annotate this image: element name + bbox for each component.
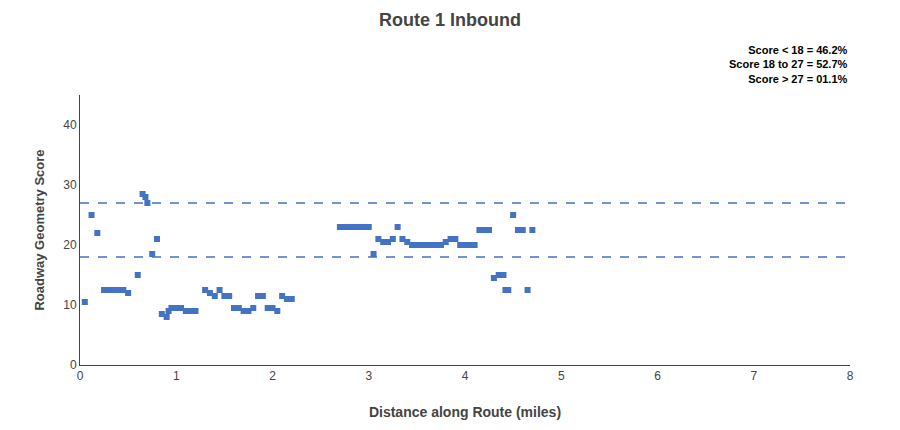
svg-text:Roadway Geometry Score: Roadway Geometry Score bbox=[32, 149, 47, 310]
svg-text:3: 3 bbox=[365, 369, 372, 383]
svg-text:7: 7 bbox=[750, 369, 757, 383]
svg-text:20: 20 bbox=[63, 238, 77, 252]
svg-text:6: 6 bbox=[654, 369, 661, 383]
svg-text:5: 5 bbox=[558, 369, 565, 383]
svg-text:0: 0 bbox=[77, 369, 84, 383]
svg-text:Distance along Route (miles): Distance along Route (miles) bbox=[369, 404, 561, 420]
svg-text:4: 4 bbox=[462, 369, 469, 383]
svg-text:10: 10 bbox=[63, 298, 77, 312]
svg-text:40: 40 bbox=[63, 118, 77, 132]
svg-text:2: 2 bbox=[269, 369, 276, 383]
svg-text:0: 0 bbox=[70, 358, 77, 372]
svg-text:8: 8 bbox=[847, 369, 854, 383]
svg-text:30: 30 bbox=[63, 178, 77, 192]
svg-text:Route 1 Inbound: Route 1 Inbound bbox=[379, 10, 521, 30]
svg-text:1: 1 bbox=[173, 369, 180, 383]
svg-text:Score < 18 = 46.2%Score 18 to: Score < 18 = 46.2%Score 18 to 27 = 52.7%… bbox=[729, 44, 848, 85]
